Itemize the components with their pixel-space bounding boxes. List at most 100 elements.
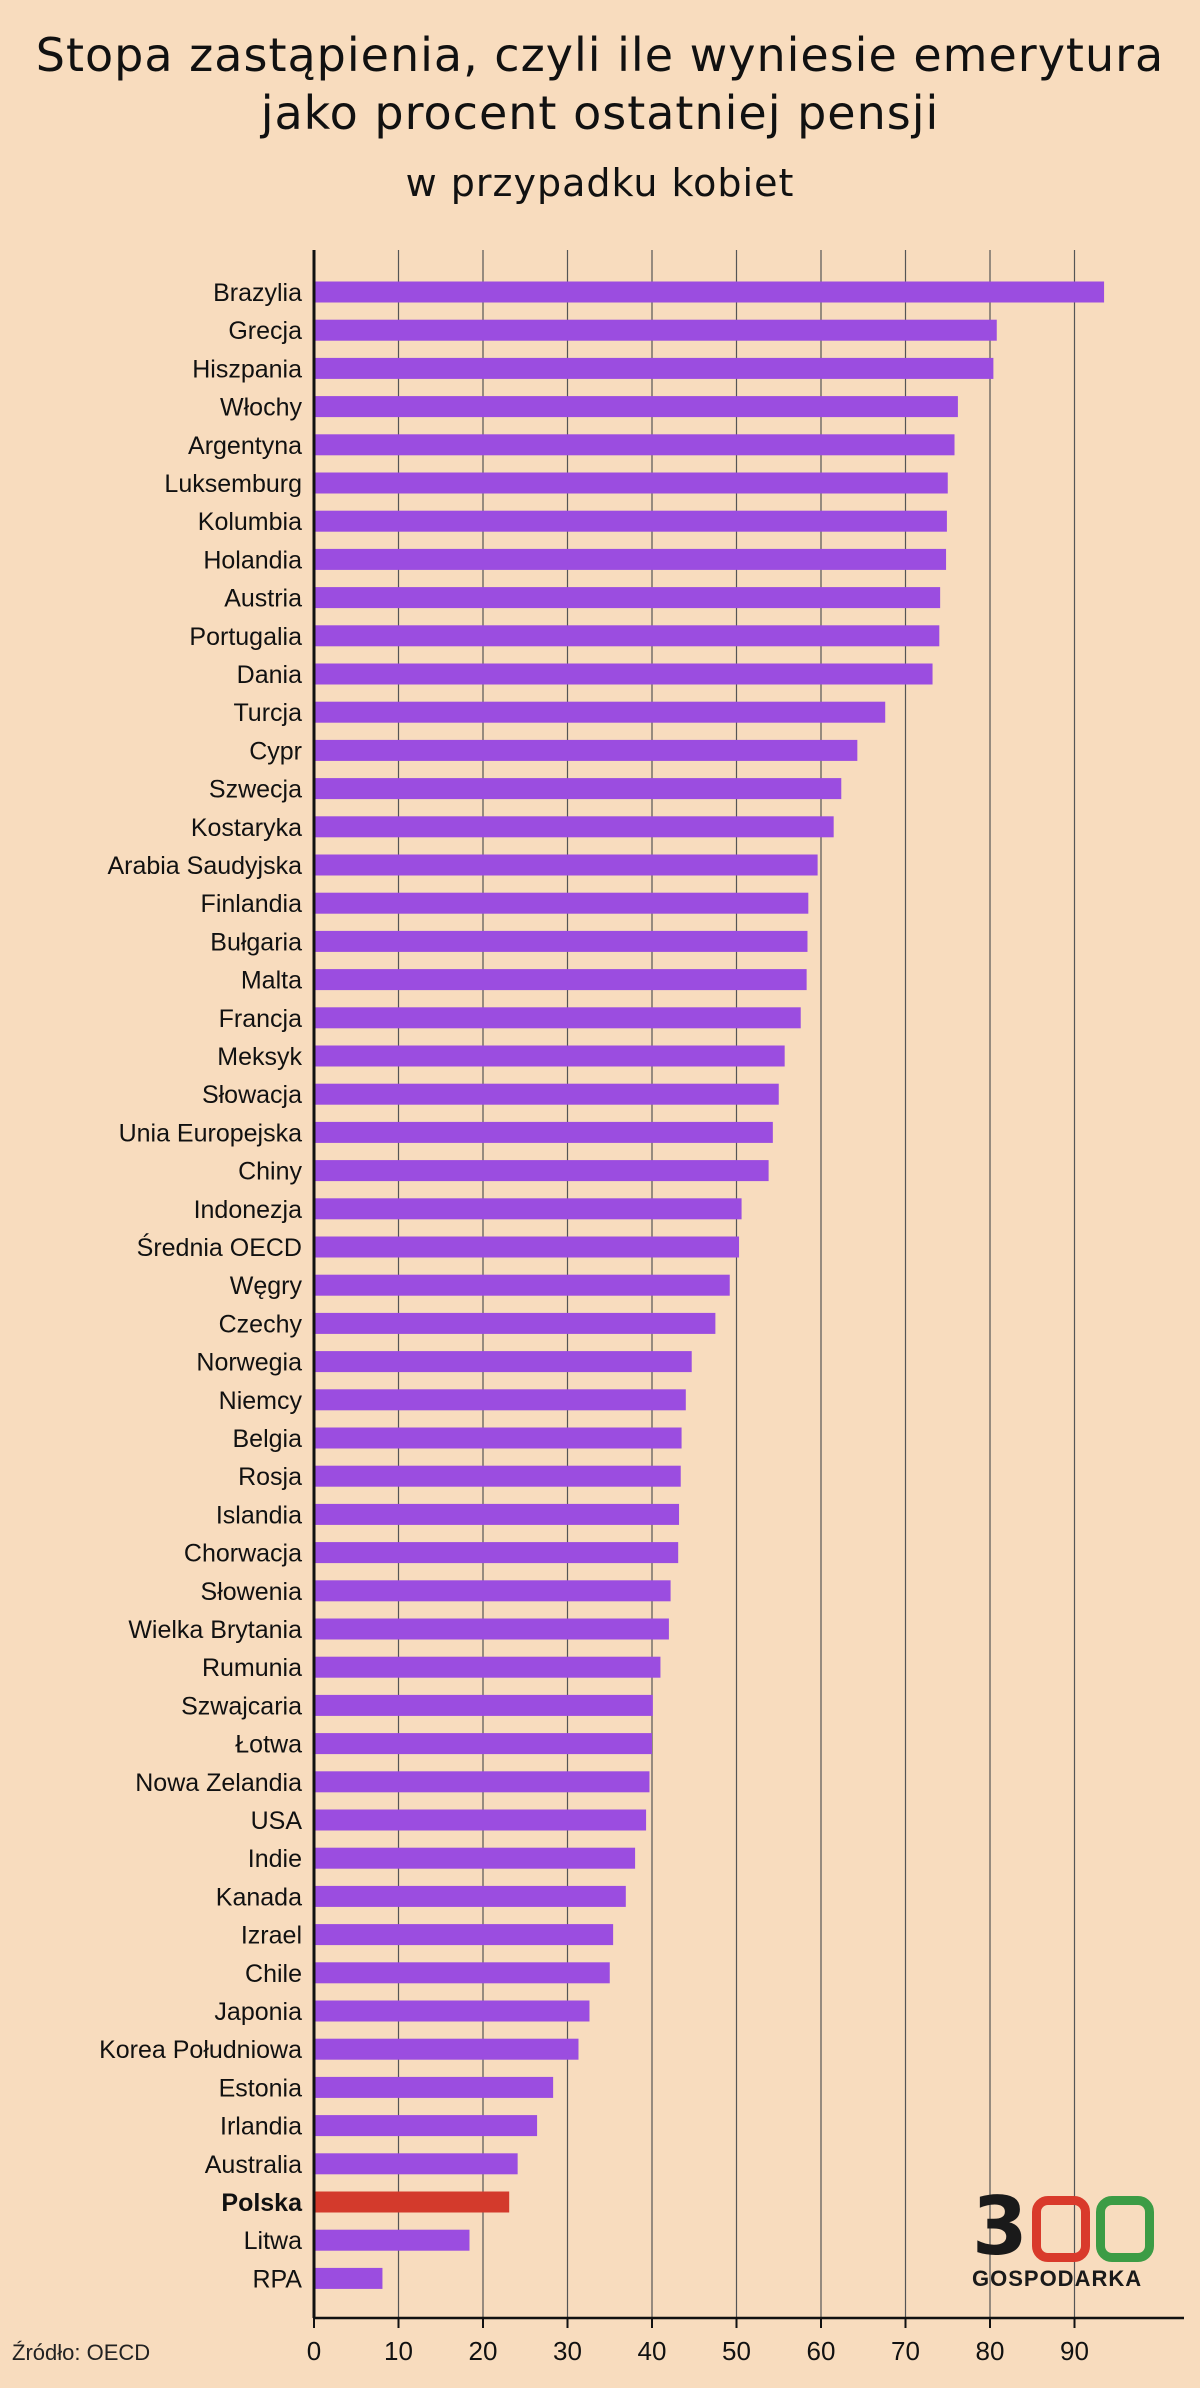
x-tick-label: 80 bbox=[976, 2336, 1005, 2366]
category-label: Belgia bbox=[233, 1425, 303, 1453]
bar bbox=[314, 319, 997, 341]
x-tick-label: 30 bbox=[553, 2336, 582, 2366]
bar bbox=[314, 1465, 681, 1487]
bar bbox=[314, 778, 842, 800]
category-label: Włochy bbox=[220, 394, 302, 422]
category-label: Cypr bbox=[249, 737, 302, 765]
bar bbox=[314, 1924, 614, 1946]
chart-title-line-1: Stopa zastąpienia, czyli ile wyniesie em… bbox=[35, 28, 1165, 82]
chart-title-line-2: jako procent ostatniej pensji bbox=[260, 86, 940, 140]
logo-mark: 3 bbox=[972, 2180, 1156, 2273]
bar bbox=[314, 1083, 779, 1105]
bar bbox=[314, 701, 886, 723]
category-label: Argentyna bbox=[188, 432, 302, 460]
bar bbox=[314, 1427, 682, 1449]
bar bbox=[314, 2000, 590, 2022]
category-label: Kanada bbox=[216, 1883, 302, 1911]
bar bbox=[314, 625, 940, 647]
x-tick-label: 50 bbox=[722, 2336, 751, 2366]
bar bbox=[314, 434, 955, 456]
category-label: Norwegia bbox=[196, 1349, 302, 1377]
category-label: Indonezja bbox=[194, 1196, 303, 1224]
x-tick-label: 0 bbox=[307, 2336, 321, 2366]
category-label: Malta bbox=[241, 967, 302, 995]
category-label: Korea Południowa bbox=[99, 2036, 302, 2064]
category-label: Brazylia bbox=[213, 279, 302, 307]
category-label: Izrael bbox=[241, 1922, 302, 1950]
bar bbox=[314, 1733, 652, 1755]
category-label: Łotwa bbox=[235, 1731, 302, 1759]
bar bbox=[314, 1694, 653, 1716]
bar bbox=[314, 1121, 773, 1143]
category-label: Czechy bbox=[219, 1310, 303, 1338]
bar bbox=[314, 930, 808, 952]
category-label: Chorwacja bbox=[184, 1540, 302, 1568]
category-label: Estonia bbox=[219, 2074, 302, 2102]
category-label: Chile bbox=[245, 1960, 302, 1988]
bar bbox=[314, 2267, 383, 2289]
category-label: Polska bbox=[221, 2189, 303, 2217]
bar bbox=[314, 281, 1105, 303]
category-label: Niemcy bbox=[219, 1387, 303, 1415]
bar bbox=[314, 1542, 679, 1564]
category-label: Holandia bbox=[203, 546, 302, 574]
category-label: Szwecja bbox=[209, 776, 302, 804]
x-tick-label: 70 bbox=[891, 2336, 920, 2366]
bar bbox=[314, 472, 948, 494]
category-label: Węgry bbox=[230, 1272, 303, 1300]
category-label: Turcja bbox=[233, 699, 302, 727]
x-tick-label: 90 bbox=[1060, 2336, 1089, 2366]
category-label: Bułgaria bbox=[210, 928, 302, 956]
bar bbox=[314, 1503, 680, 1525]
bar bbox=[314, 663, 933, 685]
category-label: Chiny bbox=[238, 1158, 302, 1186]
bar bbox=[314, 1656, 661, 1678]
bar bbox=[314, 587, 941, 609]
bar bbox=[314, 892, 809, 914]
bar bbox=[314, 2153, 518, 2175]
bar bbox=[314, 396, 958, 418]
bar bbox=[314, 1236, 740, 1258]
category-label: Słowenia bbox=[201, 1578, 303, 1606]
category-label: Indie bbox=[248, 1845, 302, 1873]
category-label: USA bbox=[251, 1807, 303, 1835]
bar bbox=[314, 816, 834, 838]
bar bbox=[314, 357, 994, 379]
brand-logo: 3 GOSPODARKA bbox=[972, 2180, 1156, 2292]
category-label: Litwa bbox=[244, 2227, 302, 2255]
x-tick-label: 10 bbox=[384, 2336, 413, 2366]
bar bbox=[314, 1809, 647, 1831]
bar bbox=[314, 1007, 801, 1029]
logo-digit: 3 bbox=[972, 2180, 1028, 2273]
source-note: Źródło: OECD bbox=[12, 2340, 151, 2365]
category-label: Dania bbox=[237, 661, 302, 689]
category-label: Arabia Saudyjska bbox=[107, 852, 302, 880]
category-label: Islandia bbox=[216, 1501, 302, 1529]
category-label: Australia bbox=[205, 2151, 302, 2179]
bar bbox=[314, 1847, 636, 1869]
bar bbox=[314, 1885, 626, 1907]
bar bbox=[314, 1962, 610, 1984]
category-label: Unia Europejska bbox=[119, 1119, 303, 1147]
bar bbox=[314, 1160, 769, 1182]
bar bbox=[314, 1771, 650, 1793]
bar bbox=[314, 1351, 692, 1373]
category-label: Średnia OECD bbox=[137, 1232, 302, 1262]
category-label: Kolumbia bbox=[198, 508, 302, 536]
x-tick-label: 20 bbox=[469, 2336, 498, 2366]
x-tick-label: 40 bbox=[638, 2336, 667, 2366]
bar bbox=[314, 1389, 686, 1411]
category-label: Grecja bbox=[228, 317, 302, 345]
category-label: Francja bbox=[219, 1005, 302, 1033]
bar bbox=[314, 2038, 579, 2060]
bar bbox=[314, 854, 818, 876]
bar bbox=[314, 1198, 742, 1220]
category-label: Austria bbox=[224, 585, 302, 613]
bar bbox=[314, 739, 858, 761]
x-tick-label: 60 bbox=[807, 2336, 836, 2366]
category-label: Meksyk bbox=[217, 1043, 302, 1071]
bar bbox=[314, 2229, 470, 2251]
logo-green-ring bbox=[1096, 2196, 1154, 2262]
bar bbox=[314, 1312, 716, 1334]
category-label: Hiszpania bbox=[192, 355, 302, 383]
